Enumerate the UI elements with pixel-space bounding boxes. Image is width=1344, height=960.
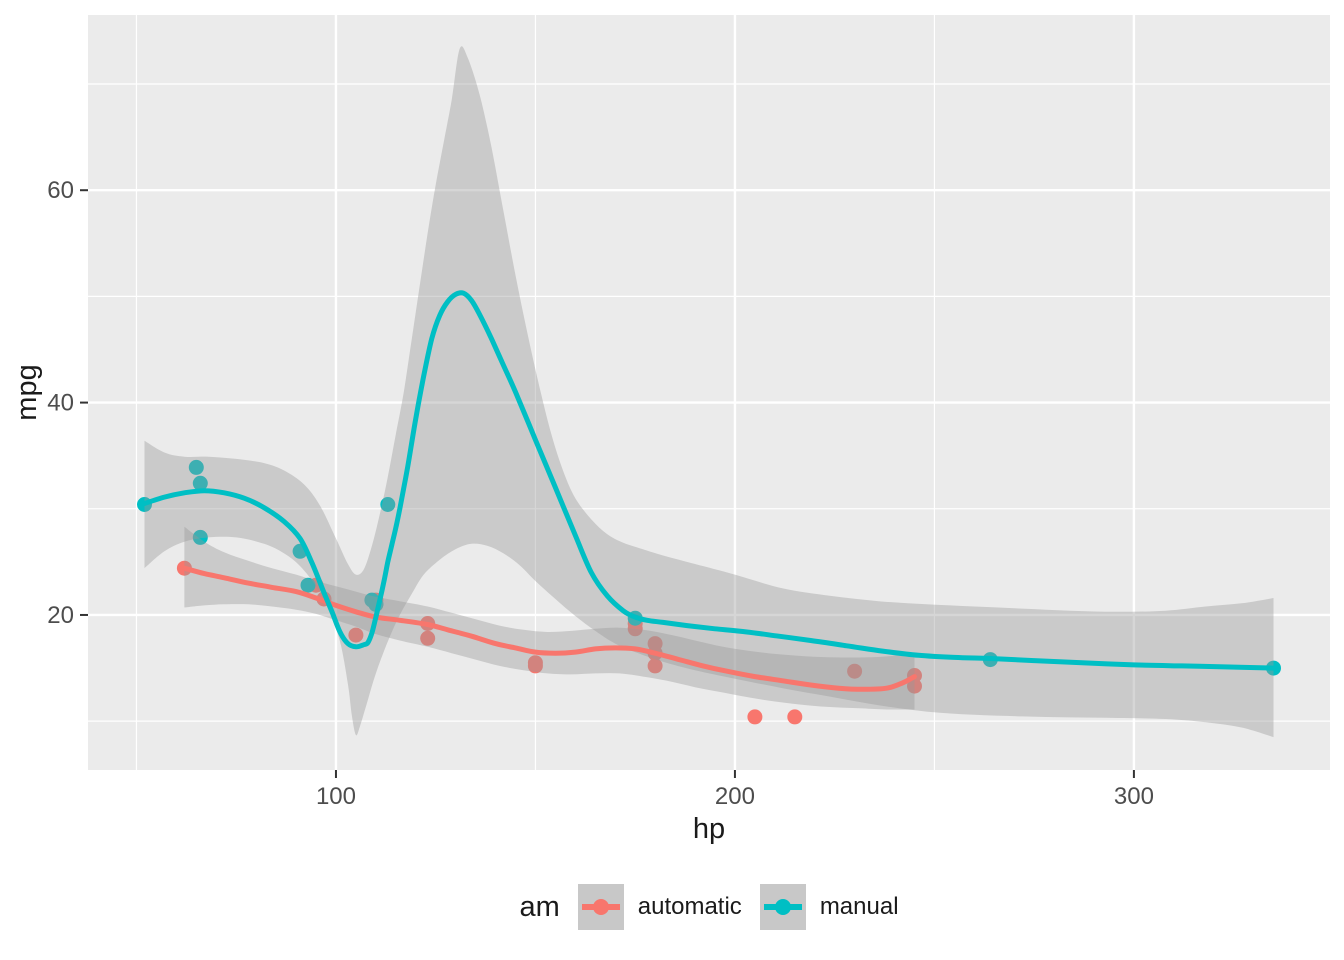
data-point-automatic[interactable] xyxy=(747,709,763,725)
data-point-manual[interactable] xyxy=(380,497,396,512)
y-axis-title: mpg xyxy=(11,364,43,420)
legend-key-point-automatic xyxy=(592,899,609,915)
legend-key-manual xyxy=(759,884,806,930)
legend-label-manual: manual xyxy=(819,893,899,920)
data-point-automatic[interactable] xyxy=(348,627,364,643)
confidence-ribbon-manual xyxy=(144,46,1274,738)
y-tick-label: 40 xyxy=(47,390,74,417)
data-point-manual[interactable] xyxy=(188,459,204,475)
x-axis-title: hp xyxy=(693,813,725,845)
data-point-automatic[interactable] xyxy=(847,663,863,679)
data-point-manual[interactable] xyxy=(300,577,316,593)
plot-svg: 100 200 300 20 40 60 hp mpg xyxy=(11,15,1330,845)
x-tick-label: 200 xyxy=(715,783,755,810)
legend-item-automatic[interactable]: automatic xyxy=(577,884,742,930)
data-point-automatic[interactable] xyxy=(907,678,922,694)
smooth-line-manual[interactable] xyxy=(142,290,1276,671)
smooth-line-automatic[interactable] xyxy=(181,565,917,692)
confidence-ribbon-automatic xyxy=(184,526,915,710)
data-point-automatic[interactable] xyxy=(527,658,543,674)
legend-key-glyph-automatic xyxy=(581,899,620,915)
legend-key-point-manual xyxy=(774,899,791,915)
x-tick-label: 300 xyxy=(1114,783,1154,810)
legend-title: am xyxy=(519,891,560,923)
data-point-automatic[interactable] xyxy=(787,709,803,725)
data-point-manual[interactable] xyxy=(364,592,380,608)
legend-key-glyph-manual xyxy=(763,899,802,915)
data-point-automatic[interactable] xyxy=(420,630,436,646)
legend-item-manual[interactable]: manual xyxy=(759,884,899,930)
panel-background xyxy=(88,15,1330,770)
legend-label-automatic: automatic xyxy=(637,893,742,920)
data-point-manual[interactable] xyxy=(192,475,208,491)
x-tick-label: 100 xyxy=(316,783,356,810)
data-point-manual[interactable] xyxy=(192,529,208,545)
y-tick-label: 60 xyxy=(47,177,74,204)
y-tick-label: 20 xyxy=(47,602,74,629)
legend-key-automatic xyxy=(577,884,624,930)
legend: am automatic manual xyxy=(88,881,1330,933)
data-point-automatic[interactable] xyxy=(647,636,663,652)
data-point-automatic[interactable] xyxy=(647,658,663,674)
